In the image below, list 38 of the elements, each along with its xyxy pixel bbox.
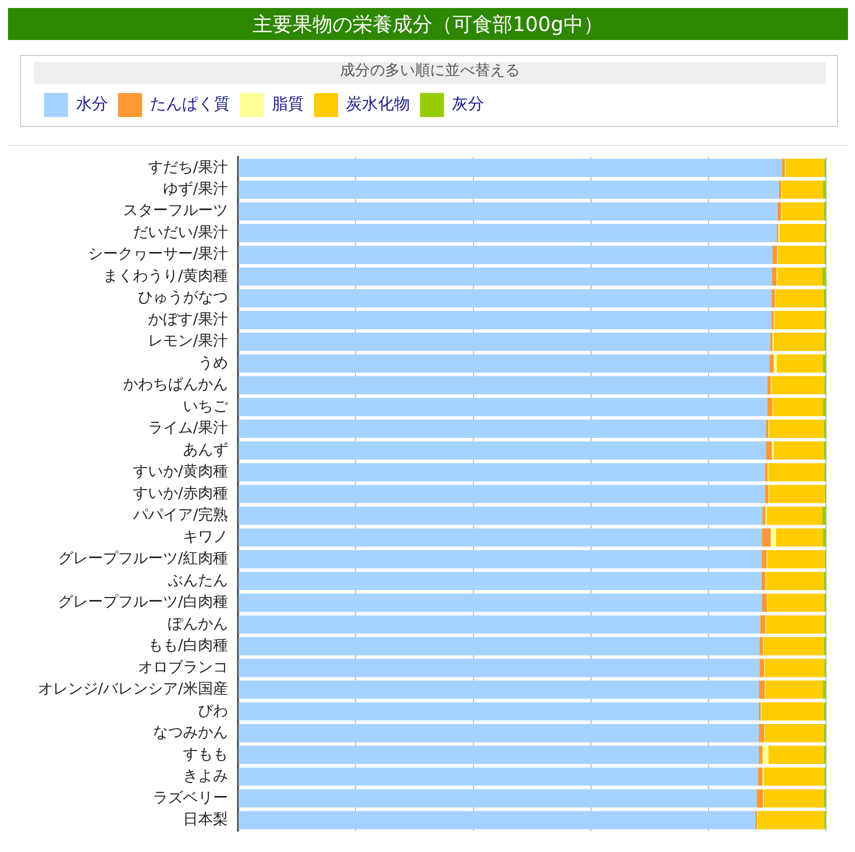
y-tick-label: もも/白肉種 (148, 636, 228, 654)
y-tick-label: ゆず/果汁 (163, 180, 228, 198)
y-tick-label: グレープフルーツ/紅肉種 (58, 549, 228, 568)
legend-label: 脂質 (272, 94, 304, 114)
chart-subtitle: 成分の多い順に並べ替える (340, 60, 520, 79)
y-tick-label: すいか/赤肉種 (133, 484, 228, 502)
y-tick-label: オロブランコ (138, 658, 228, 676)
y-tick-label: オレンジ/バレンシア/米国産 (38, 680, 228, 698)
y-tick-label: びわ (198, 701, 228, 720)
y-tick-label: なつみかん (153, 723, 228, 742)
y-tick-label: いちご (183, 396, 230, 415)
y-tick-label: すもも (183, 744, 228, 763)
y-tick-label: かぼす/果汁 (148, 310, 228, 328)
chart-title: 主要果物の栄養成分（可食部100g中） (8, 8, 848, 40)
y-tick-label: グレープフルーツ/白肉種 (58, 592, 228, 611)
legend-label: 炭水化物 (346, 94, 410, 114)
y-tick-label: ラズベリー (153, 788, 228, 806)
y-tick-label: パパイア/完熟 (132, 506, 228, 524)
legend-label: 灰分 (452, 94, 484, 114)
y-tick-label: 日本梨 (183, 810, 228, 828)
y-tick-label: キワノ (183, 527, 228, 546)
y-tick-label: かわちばんかん (123, 375, 228, 394)
legend-label: 水分 (76, 94, 108, 114)
y-tick-label: すだち/果汁 (148, 158, 228, 176)
y-tick-label: まくわうり/黄肉種 (103, 266, 228, 284)
y-tick-label: ライム/果汁 (148, 418, 228, 437)
y-tick-label: きよみ (183, 766, 228, 785)
y-tick-label: レモン/果汁 (148, 332, 228, 350)
y-tick-label: スターフルーツ (123, 201, 228, 220)
y-tick-label: あんず (183, 440, 228, 458)
legend-label: たんぱく質 (150, 94, 230, 114)
y-tick-label: だいだい/果汁 (133, 222, 228, 241)
y-tick-label: ひゅうがなつ (138, 288, 228, 306)
y-tick-label: シークヮーサー/果汁 (88, 244, 228, 263)
y-tick-label: すいか/黄肉種 (133, 462, 228, 480)
y-tick-label: ぽんかん (168, 614, 228, 632)
y-tick-label: うめ (198, 353, 228, 372)
y-tick-label: ぶんたん (168, 570, 228, 589)
